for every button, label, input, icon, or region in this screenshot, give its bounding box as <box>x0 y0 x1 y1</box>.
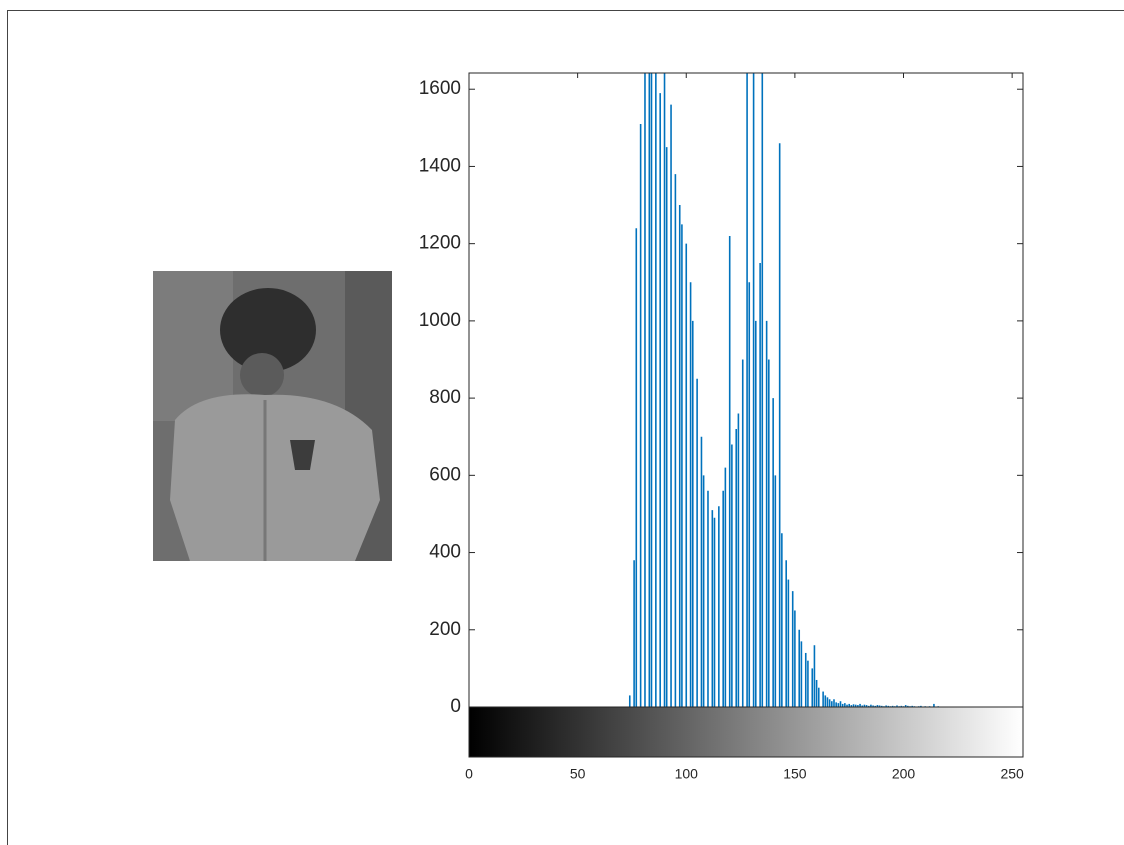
y-tick-label: 400 <box>429 542 461 563</box>
y-tick-label: 1000 <box>419 310 461 331</box>
x-tick-label: 50 <box>570 766 586 782</box>
photo <box>153 271 392 561</box>
x-tick-label: 0 <box>465 766 473 782</box>
stems <box>628 73 957 707</box>
y-tick-label: 200 <box>429 619 461 640</box>
axes: 0 200 400 600 800 1000 1200 1400 1600 0 50 100 150 20… <box>419 73 1024 782</box>
y-tick-label: 1200 <box>419 233 461 254</box>
y-tick-label: 0 <box>450 696 461 717</box>
axes-box <box>468 72 1024 708</box>
y-tick-label: 1400 <box>419 155 461 176</box>
colorbar <box>468 706 1024 758</box>
y-tick-label: 600 <box>429 464 461 485</box>
x-tick-label: 250 <box>1000 766 1024 782</box>
x-tick-label: 200 <box>892 766 916 782</box>
y-tick-label: 800 <box>429 387 461 408</box>
y-tick-label: 1600 <box>419 78 461 99</box>
x-tick-label: 150 <box>783 766 807 782</box>
x-tick-label: 100 <box>675 766 699 782</box>
